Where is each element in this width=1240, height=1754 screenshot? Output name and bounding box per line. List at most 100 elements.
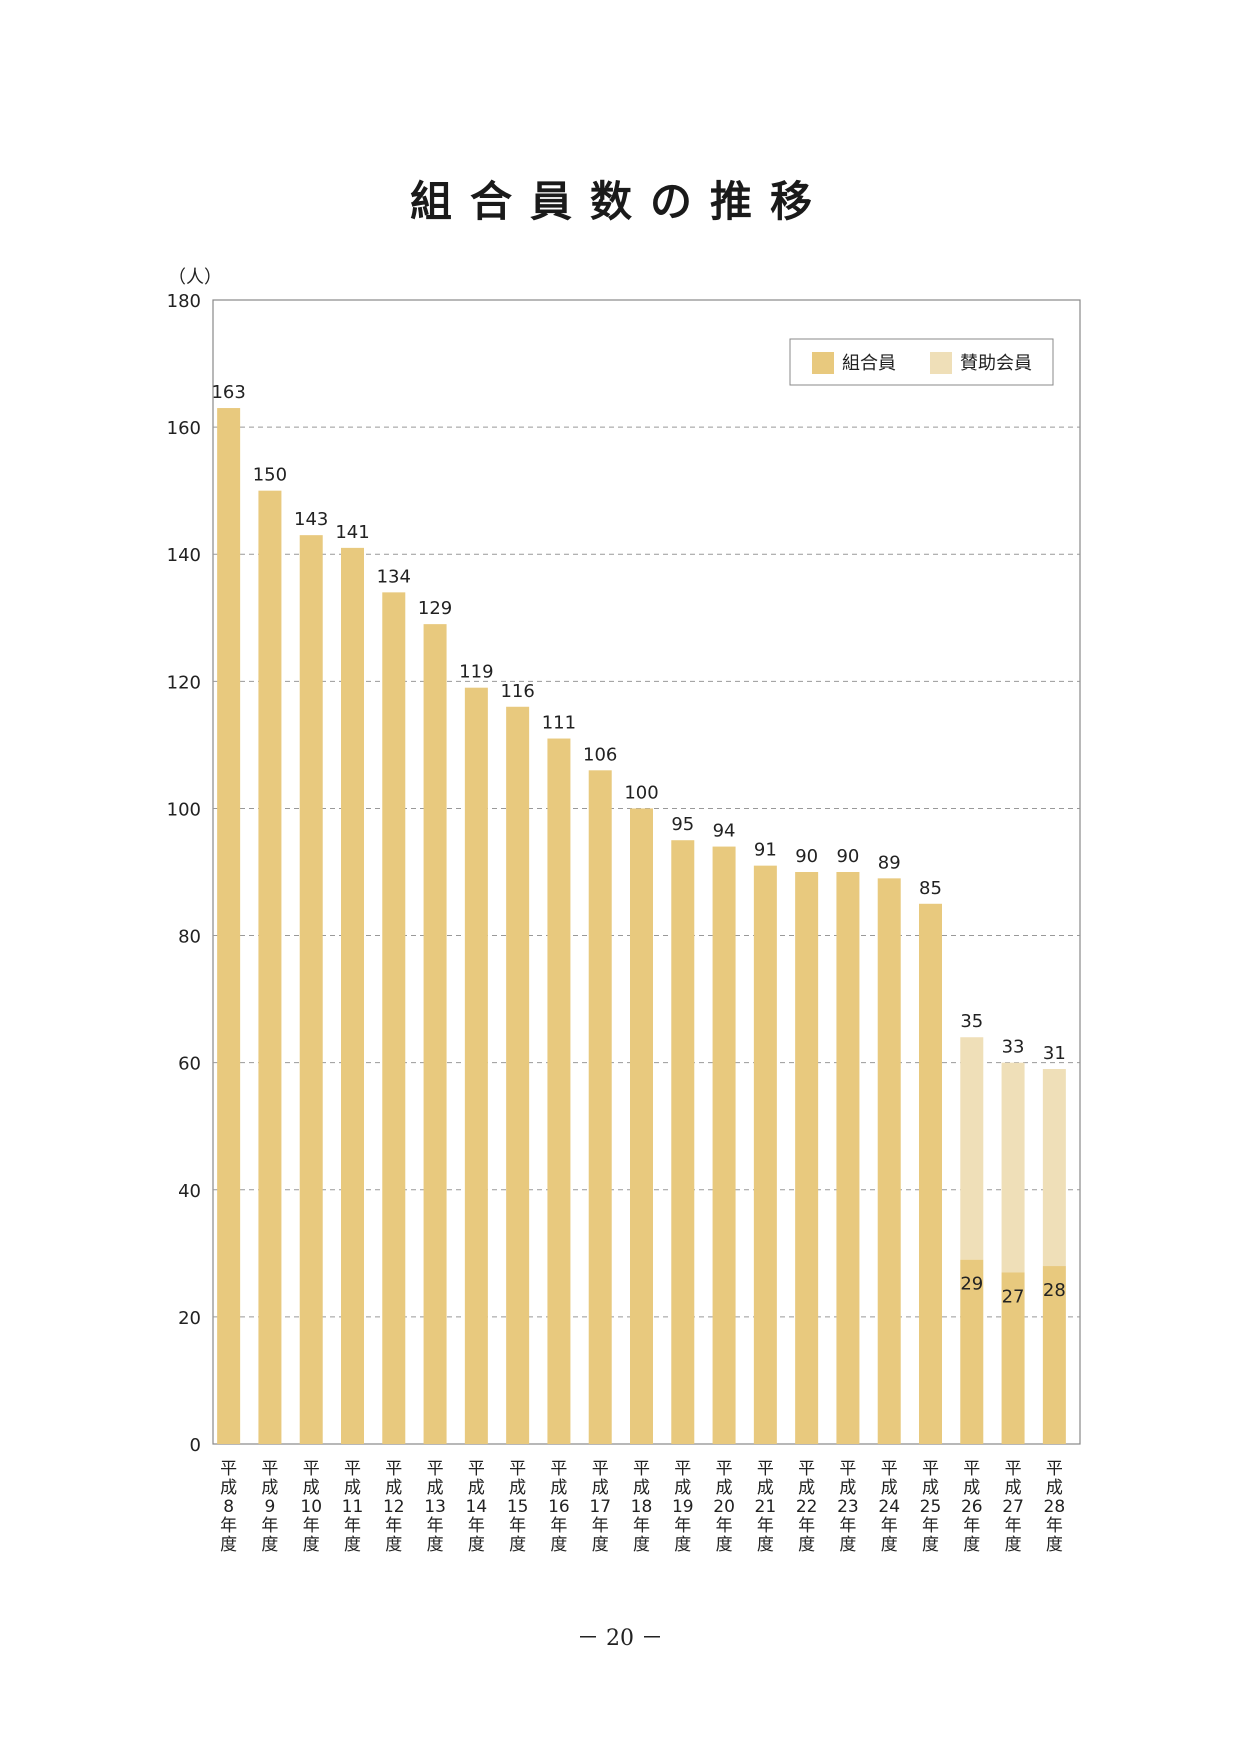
category-label-part: 成 [1005,1478,1022,1498]
bar-member [960,1259,984,1444]
category-label-part: 平 [757,1459,774,1479]
y-tick-label: 80 [178,927,201,948]
category-label-part: 成 [963,1478,980,1498]
data-label-supporting-member: 31 [1043,1043,1066,1064]
category-label-part: 平 [1005,1459,1022,1479]
category-label-part: 成 [220,1478,237,1498]
data-label-member: 28 [1043,1280,1066,1301]
category-label-part: 年 [468,1516,485,1536]
data-label-member: 111 [542,713,576,734]
category-label-part: 度 [798,1535,815,1555]
category-label-part: 年 [303,1516,320,1536]
y-tick-label: 100 [167,799,201,820]
data-label-member: 95 [671,814,694,835]
category-label-part: 平 [798,1459,815,1479]
category-label-part: 成 [468,1478,485,1498]
category-label-part: 平 [261,1459,278,1479]
category-label-part: 10 [300,1497,322,1517]
category-label-part: 年 [592,1516,609,1536]
category-label-part: 度 [592,1535,609,1555]
category-label-part: 21 [755,1497,777,1517]
bar-member [836,872,860,1444]
category-label-part: 平 [633,1459,650,1479]
bar-member [630,808,653,1444]
category-label-part: 度 [963,1535,980,1555]
page-title: 組合員数の推移 [409,177,830,226]
category-label-part: 度 [468,1535,485,1555]
bar-member [753,865,777,1444]
data-label-member: 141 [335,522,369,543]
category-label-part: 19 [672,1497,694,1517]
bar-member [341,547,364,1444]
category-label-part: 成 [716,1478,733,1498]
page-number: － 20 － [577,1626,663,1651]
bar-member [464,687,488,1444]
category-label-part: 27 [1002,1497,1024,1517]
bar-member [423,624,447,1444]
category-label-part: 年 [427,1516,444,1536]
category-label-part: 成 [344,1478,361,1498]
category-label-part: 12 [383,1497,405,1517]
category-label-part: 成 [798,1478,815,1498]
bar-supporting-member [1001,1062,1025,1273]
bar-member [506,706,530,1444]
data-label-member: 29 [960,1274,983,1295]
data-label-member: 94 [713,821,736,842]
category-label-part: 17 [589,1497,611,1517]
category-label-part: 平 [550,1459,567,1479]
data-label-supporting-member: 33 [1002,1037,1025,1058]
legend-label-member: 組合員 [842,353,896,374]
category-label-part: 年 [716,1516,733,1536]
category-label-part: 18 [631,1497,653,1517]
category-label-part: 度 [633,1535,650,1555]
y-tick-label: 160 [167,418,201,439]
category-label-part: 平 [509,1459,526,1479]
y-tick-label: 120 [167,672,201,693]
category-label-part: 年 [757,1516,774,1536]
data-label-member: 150 [253,465,287,486]
category-label-part: 平 [344,1459,361,1479]
category-label-part: 成 [509,1478,526,1498]
legend-label-supporting-member: 賛助会員 [960,353,1032,374]
data-label-member: 85 [919,878,942,899]
category-label-part: 平 [468,1459,485,1479]
bar-member [258,490,282,1445]
category-label-part: 成 [550,1478,567,1498]
category-label-part: 9 [265,1497,276,1517]
data-label-member: 143 [294,509,328,530]
category-label-part: 年 [798,1516,815,1536]
data-label-member: 163 [211,382,245,403]
category-label-part: 成 [303,1478,320,1498]
bar-member [382,592,406,1444]
legend-swatch-supporting-member [930,352,952,374]
category-label-part: 22 [796,1497,818,1517]
category-label-part: 26 [961,1497,983,1517]
data-label-member: 27 [1002,1286,1025,1307]
category-label-part: 成 [261,1478,278,1498]
category-label-part: 成 [633,1478,650,1498]
category-label-part: 成 [922,1478,939,1498]
y-tick-label: 40 [178,1181,201,1202]
legend-swatch-member [812,352,834,374]
category-label-part: 16 [548,1497,570,1517]
bar-member [671,840,695,1444]
category-label-part: 年 [1005,1516,1022,1536]
category-label-part: 年 [839,1516,856,1536]
category-label-part: 成 [839,1478,856,1498]
category-label-part: 平 [674,1459,691,1479]
category-label-part: 度 [220,1535,237,1555]
category-label-part: 年 [674,1516,691,1536]
category-label-part: 20 [713,1497,735,1517]
category-label-part: 平 [303,1459,320,1479]
bar-member [299,535,323,1444]
category-label-part: 年 [633,1516,650,1536]
y-tick-label: 180 [167,291,201,312]
category-label-part: 23 [837,1497,859,1517]
data-label-member: 89 [878,852,901,873]
bar-member [1001,1272,1025,1444]
category-label-part: 平 [881,1459,898,1479]
category-label-part: 度 [881,1535,898,1555]
category-label-part: 年 [344,1516,361,1536]
category-label-part: 平 [385,1459,402,1479]
category-label-part: 13 [424,1497,446,1517]
